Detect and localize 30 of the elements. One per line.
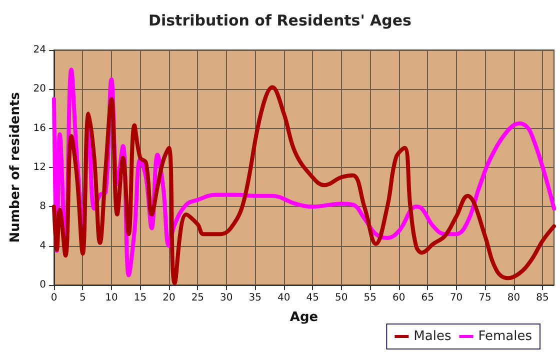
y-tick-label: 16 [33, 122, 46, 134]
x-tick-label: 85 [536, 292, 549, 304]
x-tick-label: 45 [306, 292, 319, 304]
x-tick-label: 25 [191, 292, 204, 304]
x-tick-label: 75 [478, 292, 492, 304]
x-tick-label: 60 [392, 292, 406, 304]
y-tick-label: 8 [40, 201, 46, 212]
x-tick-label: 35 [248, 292, 262, 304]
chart-title: Distribution of Residents' Ages [148, 12, 412, 30]
x-tick-label: 40 [278, 292, 290, 304]
y-tick-label: 12 [33, 162, 46, 173]
x-tick-label: 15 [134, 292, 147, 304]
x-tick-label: 10 [105, 292, 118, 304]
legend-label: Females [478, 329, 532, 344]
x-tick-label: 30 [220, 292, 233, 304]
x-tick-label: 80 [507, 292, 520, 304]
x-tick-label: 0 [50, 292, 58, 304]
x-tick-label: 70 [450, 292, 463, 304]
y-tick-label: 0 [40, 280, 46, 290]
x-tick-label: 55 [364, 292, 376, 304]
y-tick-label: 20 [33, 84, 46, 95]
x-tick-label: 20 [162, 292, 176, 304]
x-tick-label: 50 [334, 292, 348, 304]
legend-label: Males [414, 329, 452, 344]
y-axis-title: Number of residents [8, 92, 23, 243]
x-tick-label: 65 [421, 292, 434, 304]
y-tick-label: 24 [33, 44, 46, 56]
x-tick-label: 5 [80, 292, 86, 304]
y-tick-label: 4 [40, 240, 46, 252]
x-axis-title: Age [290, 310, 318, 325]
